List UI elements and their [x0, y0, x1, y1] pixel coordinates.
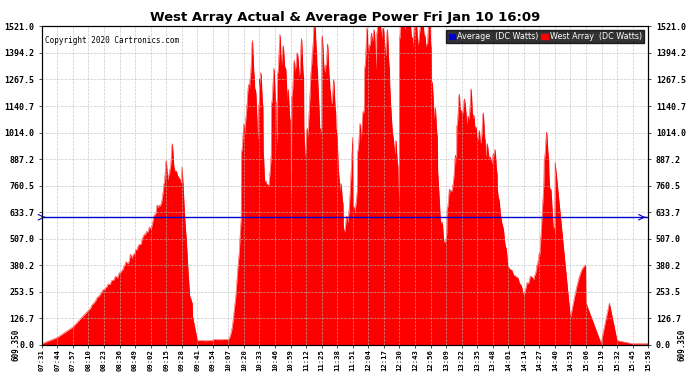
Text: 609.350: 609.350	[677, 328, 686, 361]
Text: 609.350: 609.350	[12, 328, 21, 361]
Text: West Array Actual & Average Power Fri Jan 10 16:09: West Array Actual & Average Power Fri Ja…	[150, 11, 540, 24]
Legend: Average  (DC Watts), West Array  (DC Watts): Average (DC Watts), West Array (DC Watts…	[446, 30, 644, 44]
Text: Copyright 2020 Cartronics.com: Copyright 2020 Cartronics.com	[45, 36, 179, 45]
